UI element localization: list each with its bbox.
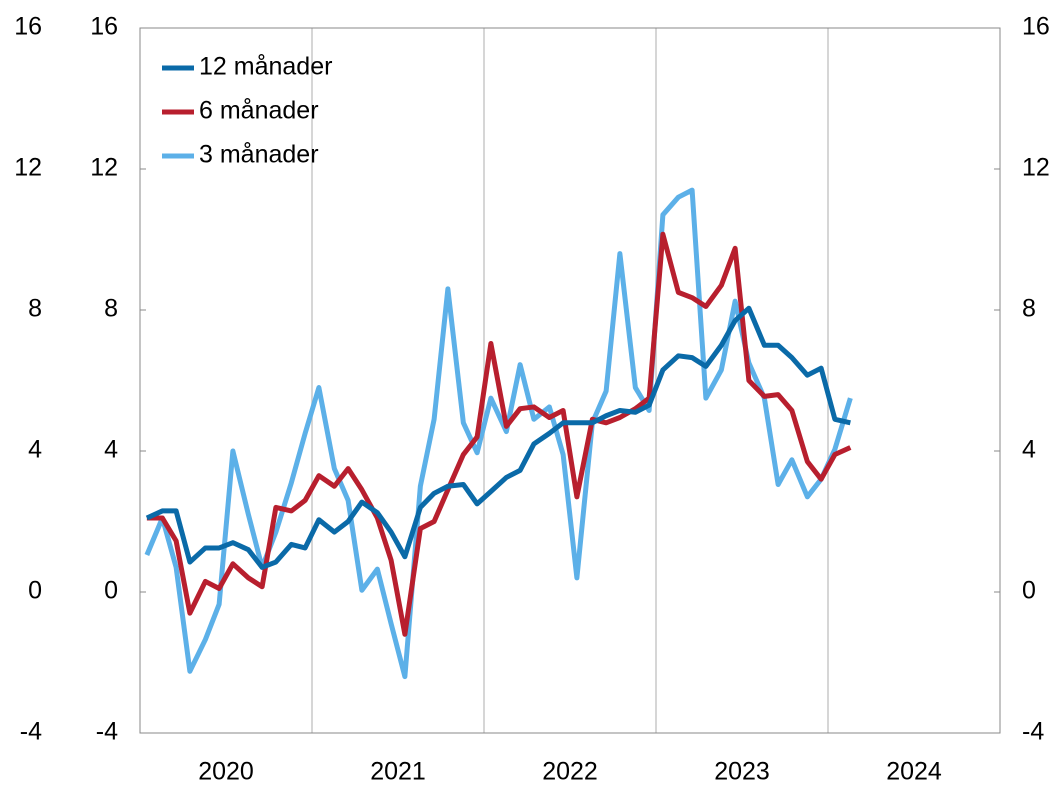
y-tick-label: 0	[28, 577, 42, 605]
y2-tick-label: -4	[1022, 718, 1044, 746]
legend-label: 3 månader	[199, 141, 319, 169]
x-tick-label: 2022	[542, 758, 598, 786]
y2-tick-label: 16	[1022, 13, 1050, 41]
y-tick-label: 16	[90, 13, 118, 41]
y-tick-label: 12	[90, 154, 118, 182]
series-line	[146, 231, 852, 637]
y-tick-label: 16	[14, 13, 42, 41]
x-tick-label: 2023	[714, 758, 770, 786]
y2-tick-label: 8	[1022, 295, 1036, 323]
x-tick-label: 2020	[198, 758, 254, 786]
labels: -4 -4 0 0 4 4 8 8 12 12 16 16 -4 0 4 8 12 16 2020 2021 2022 2…	[14, 13, 1050, 786]
y2-tick-label: 0	[1022, 577, 1036, 605]
y2-tick-label: 12	[1022, 154, 1050, 182]
y-tick-label: 8	[28, 295, 42, 323]
legend-label: 6 månader	[199, 97, 319, 125]
grid	[140, 27, 1000, 734]
x-tick-label: 2024	[886, 758, 942, 786]
y-tick-label: -4	[96, 718, 118, 746]
y-tick-label: 0	[104, 577, 118, 605]
y-tick-label: 4	[104, 436, 118, 464]
lines	[144, 187, 853, 680]
plot-frame	[139, 27, 1001, 734]
y-tick-label: 4	[28, 436, 42, 464]
series-line	[144, 187, 853, 680]
legend-label: 12 månader	[199, 53, 332, 81]
y2-tick-label: 4	[1022, 436, 1036, 464]
y-tick-label: -4	[20, 718, 42, 746]
y-tick-label: 12	[14, 154, 42, 182]
series-line	[145, 305, 851, 570]
x-tick-label: 2021	[370, 758, 426, 786]
y-tick-label: 8	[104, 295, 118, 323]
